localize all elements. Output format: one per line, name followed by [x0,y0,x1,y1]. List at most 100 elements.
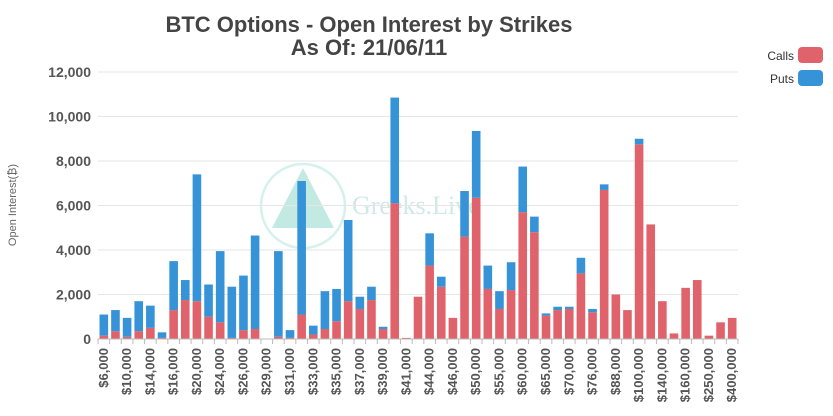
bar-puts[interactable] [495,291,504,309]
bar-puts[interactable] [192,174,202,302]
bar-puts[interactable] [367,286,376,301]
bar-calls[interactable] [250,328,260,339]
bar-puts[interactable] [204,284,213,317]
bar-calls[interactable] [704,335,714,339]
bar-puts[interactable] [146,305,155,328]
bar-calls[interactable] [576,273,586,339]
bar-calls[interactable] [413,296,423,339]
bar-calls[interactable] [530,232,539,339]
y-tick-label: 10,000 [48,109,91,125]
bar-calls[interactable] [634,144,644,339]
bar-puts[interactable] [239,275,248,331]
bar-calls[interactable] [146,327,155,339]
bar-calls[interactable] [239,330,248,339]
bar-puts[interactable] [157,332,167,338]
bar-calls[interactable] [99,335,109,339]
bar-calls[interactable] [460,236,469,339]
bar-puts[interactable] [471,130,481,198]
bar-puts[interactable] [274,251,283,337]
bar-puts[interactable] [320,291,330,329]
bar-calls[interactable] [157,337,167,339]
bar-puts[interactable] [425,233,434,266]
bar-calls[interactable] [134,331,144,339]
bar-calls[interactable] [227,337,237,339]
bar-calls[interactable] [658,301,667,339]
bar-calls[interactable] [669,333,679,339]
bar-calls[interactable] [541,315,551,339]
bar-puts[interactable] [122,317,132,337]
bar-calls[interactable] [355,308,365,339]
bar-puts[interactable] [308,325,318,335]
bar-puts[interactable] [634,138,644,145]
bar-puts[interactable] [297,181,306,315]
bar-puts[interactable] [483,265,493,289]
bar-calls[interactable] [611,294,621,340]
bar-calls[interactable] [646,224,656,339]
legend-calls-swatch[interactable] [798,47,823,63]
bar-puts[interactable] [285,330,295,338]
bar-puts[interactable] [343,219,353,302]
bar-puts[interactable] [436,276,446,287]
bar-puts[interactable] [390,97,400,204]
bar-calls[interactable] [553,310,562,339]
bar-puts[interactable] [518,166,528,213]
bar-calls[interactable] [495,308,504,339]
bar-puts[interactable] [541,313,551,316]
bar-calls[interactable] [436,286,446,339]
bar-puts[interactable] [599,184,609,190]
bar-calls[interactable] [215,322,225,339]
bar-puts[interactable] [506,262,516,291]
bar-calls[interactable] [727,317,737,339]
bar-puts[interactable] [530,216,539,233]
bar-puts[interactable] [553,306,562,311]
bar-puts[interactable] [134,301,144,332]
y-tick-label: 6,000 [56,198,91,214]
bar-calls[interactable] [180,300,190,339]
bar-calls[interactable] [564,308,574,339]
bar-calls[interactable] [274,336,283,339]
bar-calls[interactable] [390,203,400,339]
bar-calls[interactable] [378,328,388,339]
bar-calls[interactable] [483,288,493,339]
bar-calls[interactable] [343,301,353,339]
bar-puts[interactable] [460,191,469,237]
bar-calls[interactable] [471,197,481,339]
bar-puts[interactable] [169,261,178,311]
bar-calls[interactable] [204,316,213,339]
bar-calls[interactable] [192,301,202,339]
bar-calls[interactable] [681,287,690,339]
bar-calls[interactable] [297,314,306,339]
legend-puts-swatch[interactable] [798,70,823,86]
bar-calls[interactable] [448,317,458,339]
bar-puts[interactable] [355,296,365,309]
bar-puts[interactable] [99,314,109,336]
bar-calls[interactable] [402,337,411,339]
bar-calls[interactable] [320,328,330,339]
bar-calls[interactable] [599,189,609,339]
bar-calls[interactable] [285,337,295,339]
bar-puts[interactable] [332,288,341,322]
bar-puts[interactable] [588,308,597,313]
bar-calls[interactable] [716,322,725,339]
bar-puts[interactable] [111,310,120,332]
bar-calls[interactable] [425,265,434,339]
x-tick-label: $70,000 [561,348,576,395]
bar-calls[interactable] [506,290,516,339]
bar-calls[interactable] [111,331,120,339]
bar-calls[interactable] [692,280,702,339]
bar-calls[interactable] [308,334,318,339]
bar-calls[interactable] [367,300,376,339]
bar-calls[interactable] [122,336,132,339]
bar-puts[interactable] [215,251,225,323]
bar-calls[interactable] [588,312,597,339]
bar-calls[interactable] [169,310,178,339]
bar-calls[interactable] [623,310,632,339]
bar-puts[interactable] [180,280,190,301]
bar-calls[interactable] [518,212,528,339]
bar-calls[interactable] [332,321,341,339]
bar-puts[interactable] [250,235,260,329]
bar-puts[interactable] [576,257,586,274]
bar-puts[interactable] [564,306,574,309]
bar-puts[interactable] [378,326,388,329]
bar-puts[interactable] [227,286,237,338]
